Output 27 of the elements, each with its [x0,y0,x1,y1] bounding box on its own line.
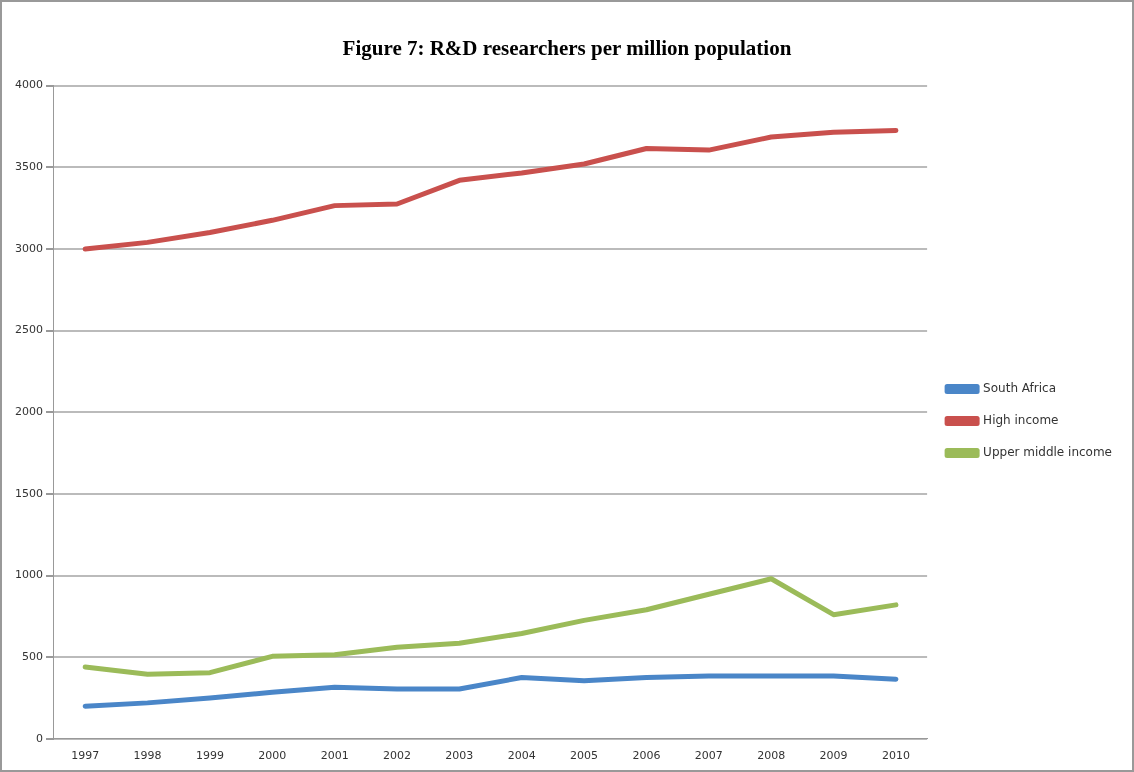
x-tick-label: 2000 [258,749,287,763]
x-tick-label: 2002 [383,749,411,763]
y-tick-label: 3500 [14,160,43,174]
x-tick-label: 2003 [445,749,474,763]
x-tick-label: 2009 [819,749,848,763]
x-tick-label: 2008 [757,749,786,763]
legend-label: Upper middle income [983,445,1112,460]
y-tick-label: 1000 [14,568,43,582]
y-tick-label: 4000 [14,78,43,92]
x-tick-label: 2004 [507,749,536,763]
chart-title: Figure 7: R&D researchers per million population [341,36,793,61]
x-tick-label: 2010 [881,749,910,763]
legend-label: High income [983,413,1059,428]
x-tick-label: 2005 [570,749,599,763]
y-tick-label: 2500 [14,323,43,337]
x-tick-label: 2006 [632,749,661,763]
x-tick-label: 2001 [320,749,349,763]
x-tick-label: 1998 [133,749,162,763]
y-tick-label: 0 [35,731,43,745]
x-tick-label: 1997 [71,749,100,763]
y-tick-label: 1500 [14,486,43,500]
x-tick-label: 2007 [694,749,723,763]
y-tick-label: 3000 [14,241,43,255]
legend-label: South Africa [983,381,1057,396]
y-tick-label: 2000 [14,405,43,419]
y-tick-label: 500 [21,650,43,664]
x-tick-label: 1999 [195,749,224,763]
